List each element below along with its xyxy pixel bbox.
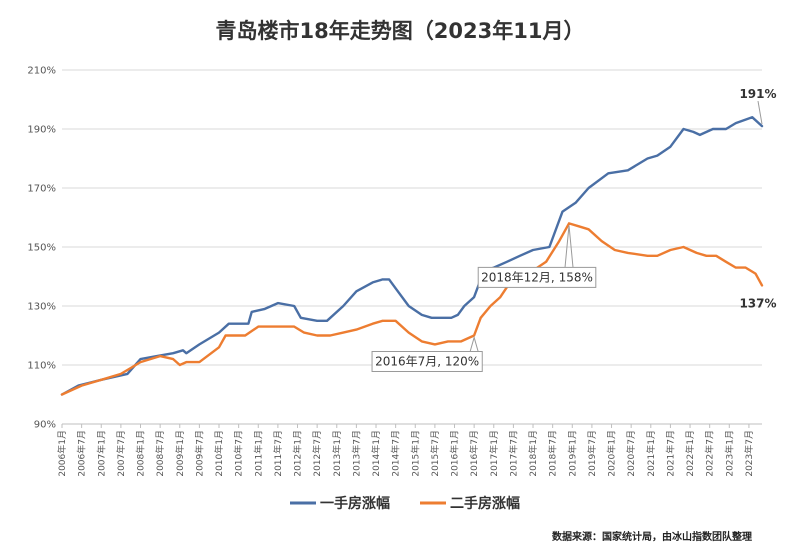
y-tick-label: 210% xyxy=(27,66,56,77)
end-value-label: 191% xyxy=(739,87,776,101)
x-tick-label: 2012年1月 xyxy=(292,430,304,477)
grid-layer xyxy=(62,69,762,366)
x-tick-label: 2022年7月 xyxy=(704,430,716,477)
x-tick-label: 2008年7月 xyxy=(154,430,166,477)
x-tick-label: 2006年7月 xyxy=(76,430,88,477)
x-tick-label: 2014年1月 xyxy=(370,430,382,477)
x-tick-label: 2016年7月 xyxy=(468,430,480,477)
legend-label: 一手房涨幅 xyxy=(320,495,390,512)
chart-title: 青岛楼市18年走势图（2023年11月） xyxy=(216,19,585,43)
callout-label: 2016年7月, 120% xyxy=(375,355,479,369)
x-tick-label: 2010年1月 xyxy=(213,430,225,477)
series-line-second-hand xyxy=(60,222,764,396)
y-tick-label: 150% xyxy=(27,243,56,254)
x-tick-label: 2018年1月 xyxy=(527,430,539,477)
callout-label: 2018年12月, 158% xyxy=(481,270,593,284)
y-tick-label: 90% xyxy=(34,420,56,431)
x-tick-label: 2021年1月 xyxy=(645,430,657,477)
x-tick-label: 2019年1月 xyxy=(566,430,578,477)
x-tick-label: 2006年1月 xyxy=(56,430,68,477)
source-note: 数据来源：国家统计局，由冰山指数团队整理 xyxy=(552,530,752,543)
x-tick-label: 2023年7月 xyxy=(743,430,755,477)
series-layer xyxy=(60,116,764,396)
x-tick-label: 2021年7月 xyxy=(664,430,676,477)
callout-box xyxy=(371,351,483,372)
x-tick-label: 2022年1月 xyxy=(684,430,696,477)
x-tick-label: 2008年1月 xyxy=(135,430,147,477)
x-tick-label: 2020年1月 xyxy=(606,430,618,477)
x-tick-label: 2012年7月 xyxy=(311,430,323,477)
x-tick-label: 2011年1月 xyxy=(252,430,264,477)
y-tick-label: 190% xyxy=(27,125,56,136)
y-tick-label: 170% xyxy=(27,184,56,195)
x-tick-label: 2014年7月 xyxy=(390,430,402,477)
x-tick-label: 2011年7月 xyxy=(272,430,284,477)
x-tick-label: 2013年1月 xyxy=(331,430,343,477)
y-tick-label: 130% xyxy=(27,302,56,313)
x-tick-label: 2007年1月 xyxy=(95,430,107,477)
end-label-leader xyxy=(757,100,763,125)
y-tick-label: 110% xyxy=(27,361,56,372)
x-tick-label: 2017年7月 xyxy=(507,430,519,477)
x-tick-label: 2009年7月 xyxy=(193,430,205,477)
callout-pointer xyxy=(469,335,479,352)
x-tick-label: 2015年7月 xyxy=(429,430,441,477)
annotation-layer: 2018年12月, 158% 2016年7月, 120% xyxy=(371,225,597,372)
x-axis-ticks: 2006年1月 2006年7月 2007年1月 2007年7月 2008年1月 2008年… xyxy=(56,424,755,477)
x-tick-label: 2023年1月 xyxy=(723,430,735,477)
x-tick-label: 2007年7月 xyxy=(115,430,127,477)
y-axis-ticks: 90% 110% 130% 150% 170% 190% 210% xyxy=(27,66,56,431)
end-label-layer: 191% 137% xyxy=(739,87,776,310)
x-tick-label: 2010年7月 xyxy=(233,430,245,477)
series-line-new-home xyxy=(60,116,764,396)
x-tick-label: 2015年1月 xyxy=(409,430,421,477)
x-tick-label: 2013年7月 xyxy=(350,430,362,477)
x-tick-label: 2020年7月 xyxy=(625,430,637,477)
x-tick-label: 2016年1月 xyxy=(449,430,461,477)
x-tick-label: 2009年1月 xyxy=(174,430,186,477)
callout-pointer xyxy=(564,225,574,268)
legend: 一手房涨幅 二手房涨幅 xyxy=(290,495,520,512)
x-tick-label: 2017年1月 xyxy=(488,430,500,477)
x-tick-label: 2019年7月 xyxy=(586,430,598,477)
legend-label: 二手房涨幅 xyxy=(450,495,520,512)
x-tick-label: 2018年7月 xyxy=(547,430,559,477)
callout-box xyxy=(477,266,597,288)
end-value-label: 137% xyxy=(739,296,776,310)
